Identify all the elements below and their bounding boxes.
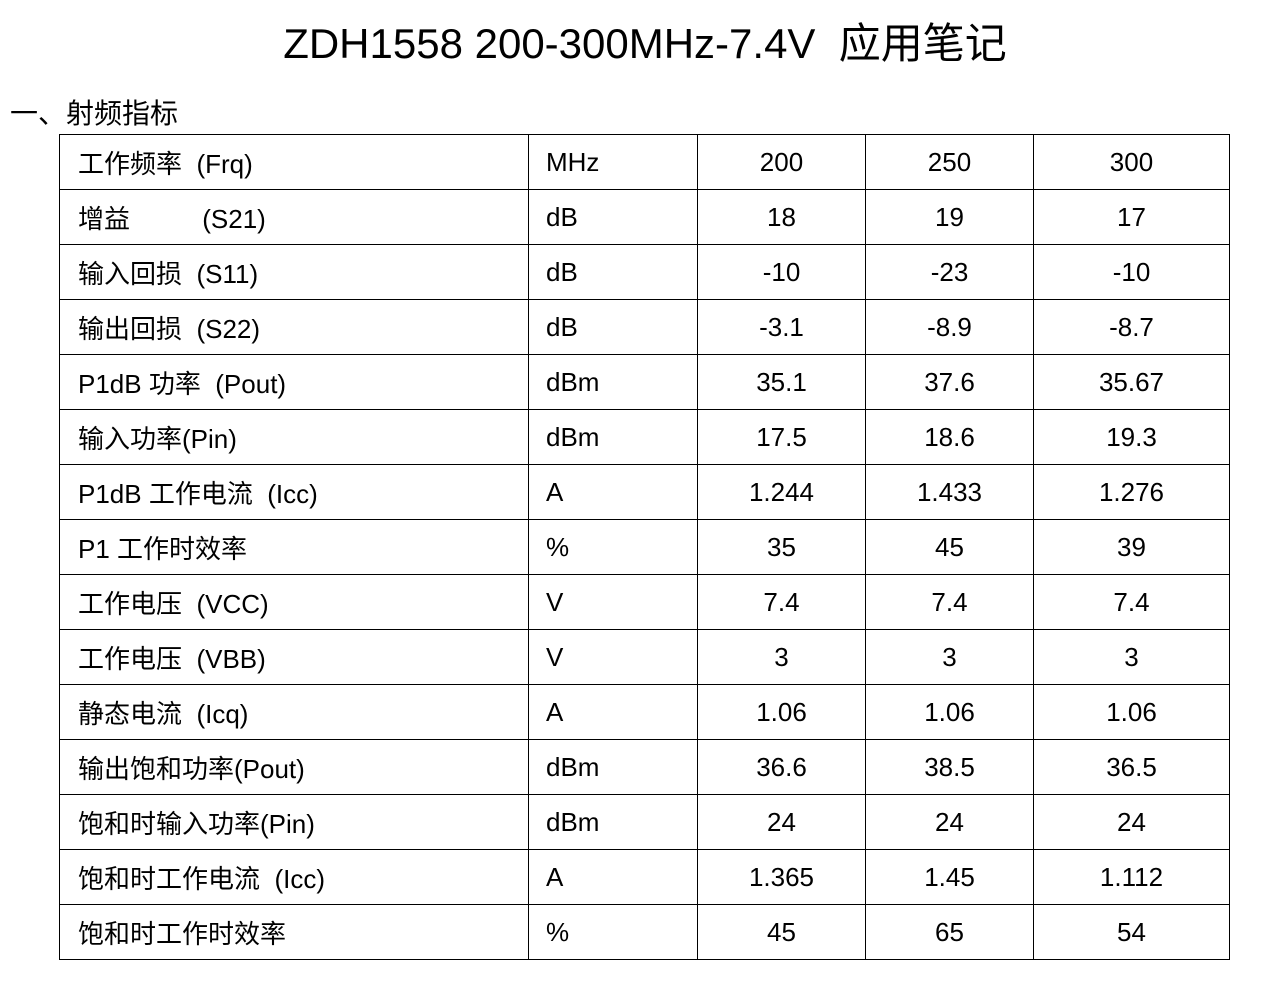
section-heading: 一、射频指标	[10, 98, 179, 129]
value-cell: 300	[1033, 134, 1230, 190]
table-row: P1dB 功率 (Pout) dBm 35.1 37.6 35.67	[59, 354, 1230, 410]
parameter-name-cell: 输出回损 (S22)	[59, 299, 529, 355]
parameter-name-cell: 工作电压 (VBB)	[59, 629, 529, 685]
value-cell: 3	[865, 629, 1034, 685]
parameter-name-cell: 输入功率(Pin)	[59, 409, 529, 465]
value-cell: -10	[1033, 244, 1230, 300]
value-cell: 45	[697, 904, 866, 960]
parameter-name-cell: 输出饱和功率(Pout)	[59, 739, 529, 795]
value-cell: 35	[697, 519, 866, 575]
value-cell: 19.3	[1033, 409, 1230, 465]
unit-cell: dB	[528, 189, 698, 245]
value-cell: 24	[1033, 794, 1230, 850]
unit-cell: MHz	[528, 134, 698, 190]
value-cell: 38.5	[865, 739, 1034, 795]
table-row: 输入功率(Pin) dBm 17.5 18.6 19.3	[59, 409, 1230, 465]
value-cell: 1.433	[865, 464, 1034, 520]
parameter-name-cell: 输入回损 (S11)	[59, 244, 529, 300]
value-cell: 250	[865, 134, 1034, 190]
table-row: 输出回损 (S22) dB -3.1 -8.9 -8.7	[59, 299, 1230, 355]
value-cell: -23	[865, 244, 1034, 300]
parameter-name-cell: P1 工作时效率	[59, 519, 529, 575]
value-cell: 24	[865, 794, 1034, 850]
value-cell: 200	[697, 134, 866, 190]
value-cell: 65	[865, 904, 1034, 960]
table-row: 输入回损 (S11) dB -10 -23 -10	[59, 244, 1230, 300]
table-row: 静态电流 (Icq) A 1.06 1.06 1.06	[59, 684, 1230, 740]
parameter-name-cell: 静态电流 (Icq)	[59, 684, 529, 740]
value-cell: -3.1	[697, 299, 866, 355]
table-row: 工作电压 (VCC) V 7.4 7.4 7.4	[59, 574, 1230, 630]
table-row: P1 工作时效率% 35 45 39	[59, 519, 1230, 575]
value-cell: -8.7	[1033, 299, 1230, 355]
unit-cell: A	[528, 684, 698, 740]
parameter-name-cell: 饱和时输入功率(Pin)	[59, 794, 529, 850]
parameter-name-cell: 饱和时工作时效率	[59, 904, 529, 960]
value-cell: 1.276	[1033, 464, 1230, 520]
value-cell: 7.4	[697, 574, 866, 630]
table-row: 增益 (S21) dB 18 19 17	[59, 189, 1230, 245]
value-cell: 3	[697, 629, 866, 685]
value-cell: 45	[865, 519, 1034, 575]
unit-cell: V	[528, 629, 698, 685]
value-cell: 35.1	[697, 354, 866, 410]
value-cell: 54	[1033, 904, 1230, 960]
value-cell: 35.67	[1033, 354, 1230, 410]
unit-cell: A	[528, 849, 698, 905]
unit-cell: dBm	[528, 794, 698, 850]
value-cell: 17.5	[697, 409, 866, 465]
value-cell: 7.4	[1033, 574, 1230, 630]
value-cell: 1.244	[697, 464, 866, 520]
value-cell: 36.5	[1033, 739, 1230, 795]
parameter-name-cell: 增益 (S21)	[59, 189, 529, 245]
unit-cell: A	[528, 464, 698, 520]
document-title: ZDH1558 200-300MHz-7.4V 应用笔记	[283, 20, 1007, 67]
unit-cell: dBm	[528, 354, 698, 410]
value-cell: -8.9	[865, 299, 1034, 355]
value-cell: 39	[1033, 519, 1230, 575]
unit-cell: dB	[528, 299, 698, 355]
value-cell: 1.06	[1033, 684, 1230, 740]
value-cell: 1.06	[697, 684, 866, 740]
value-cell: 1.112	[1033, 849, 1230, 905]
unit-cell: dBm	[528, 409, 698, 465]
unit-cell: dB	[528, 244, 698, 300]
value-cell: 17	[1033, 189, 1230, 245]
table-row: 饱和时工作电流 (Icc) A 1.365 1.45 1.112	[59, 849, 1230, 905]
parameter-name-cell: 工作电压 (VCC)	[59, 574, 529, 630]
value-cell: 1.45	[865, 849, 1034, 905]
value-cell: 24	[697, 794, 866, 850]
value-cell: 19	[865, 189, 1034, 245]
value-cell: 3	[1033, 629, 1230, 685]
unit-cell: %	[528, 904, 698, 960]
value-cell: 37.6	[865, 354, 1034, 410]
parameter-name-cell: P1dB 工作电流 (Icc)	[59, 464, 529, 520]
value-cell: 18.6	[865, 409, 1034, 465]
value-cell: 1.06	[865, 684, 1034, 740]
table-row: P1dB 工作电流 (Icc) A 1.244 1.433 1.276	[59, 464, 1230, 520]
parameter-name-cell: P1dB 功率 (Pout)	[59, 354, 529, 410]
unit-cell: V	[528, 574, 698, 630]
table-row: 工作电压 (VBB) V 3 3 3	[59, 629, 1230, 685]
table-row: 饱和时输入功率(Pin) dBm 24 24 24	[59, 794, 1230, 850]
value-cell: 1.365	[697, 849, 866, 905]
value-cell: 18	[697, 189, 866, 245]
value-cell: 7.4	[865, 574, 1034, 630]
unit-cell: dBm	[528, 739, 698, 795]
rf-spec-table: 工作频率 (Frq) MHz 200 250 300 增益 (S21) dB 18 19 17 输入…	[59, 134, 1230, 960]
parameter-name-cell: 饱和时工作电流 (Icc)	[59, 849, 529, 905]
value-cell: 36.6	[697, 739, 866, 795]
table-row: 工作频率 (Frq) MHz 200 250 300	[59, 134, 1230, 190]
table-row: 输出饱和功率(Pout) dBm 36.6 38.5 36.5	[59, 739, 1230, 795]
table-row: 饱和时工作时效率% 45 65 54	[59, 904, 1230, 960]
value-cell: -10	[697, 244, 866, 300]
parameter-name-cell: 工作频率 (Frq)	[59, 134, 529, 190]
unit-cell: %	[528, 519, 698, 575]
